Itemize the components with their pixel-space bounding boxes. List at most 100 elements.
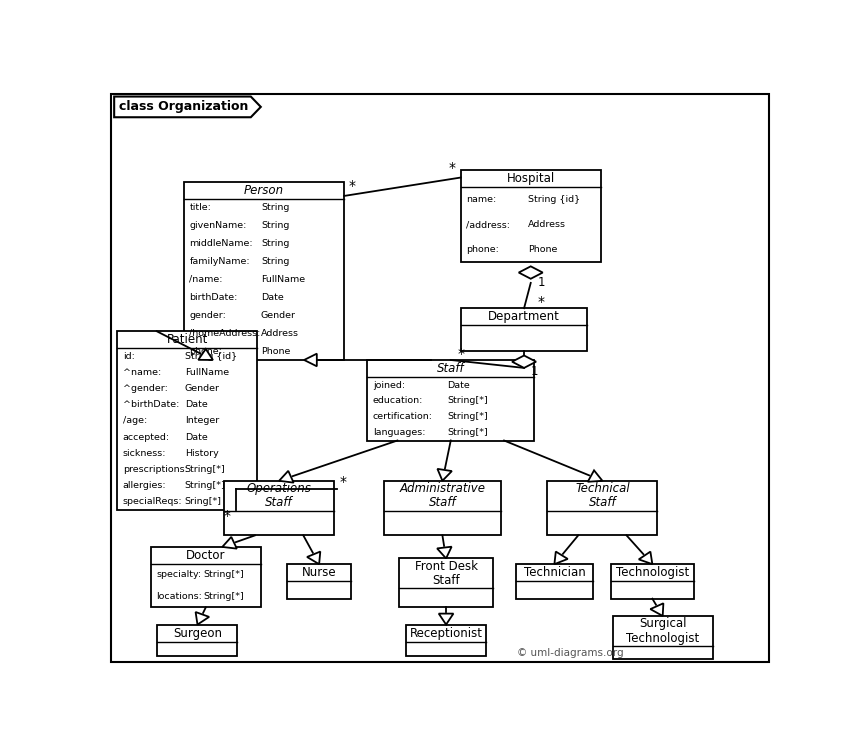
Polygon shape: [438, 469, 452, 481]
Polygon shape: [307, 551, 320, 564]
FancyBboxPatch shape: [367, 360, 534, 441]
FancyBboxPatch shape: [399, 559, 493, 607]
Text: Phone: Phone: [528, 245, 557, 254]
Text: History: History: [185, 449, 218, 458]
FancyBboxPatch shape: [150, 547, 261, 607]
FancyBboxPatch shape: [612, 616, 713, 659]
Text: phone:: phone:: [466, 245, 499, 254]
Text: birthDate:: birthDate:: [189, 293, 238, 302]
Text: Gender: Gender: [185, 384, 219, 393]
Text: String[*]: String[*]: [185, 481, 225, 490]
Text: Phone: Phone: [261, 347, 291, 356]
Polygon shape: [650, 604, 663, 616]
Text: Administrative
Staff: Administrative Staff: [399, 482, 485, 509]
Text: /address:: /address:: [466, 220, 510, 229]
Text: String[*]: String[*]: [185, 465, 225, 474]
Text: String[*]: String[*]: [447, 428, 488, 437]
Polygon shape: [195, 612, 209, 624]
Text: name:: name:: [466, 196, 496, 205]
Text: id:: id:: [123, 352, 135, 361]
Text: phone:: phone:: [189, 347, 223, 356]
FancyBboxPatch shape: [461, 309, 587, 351]
Text: prescriptions:: prescriptions:: [123, 465, 187, 474]
Text: Receptionist: Receptionist: [409, 627, 482, 639]
FancyBboxPatch shape: [111, 93, 770, 662]
Text: education:: education:: [372, 397, 423, 406]
Text: Surgical
Technologist: Surgical Technologist: [626, 617, 699, 645]
Text: Date: Date: [185, 433, 207, 441]
Text: Hospital: Hospital: [507, 173, 555, 185]
Polygon shape: [639, 551, 653, 564]
Text: Technical
Staff: Technical Staff: [575, 482, 630, 509]
Text: 1: 1: [531, 365, 538, 378]
Text: String: String: [261, 221, 289, 230]
Text: Doctor: Doctor: [186, 549, 225, 562]
Polygon shape: [555, 551, 568, 564]
Text: /age:: /age:: [123, 416, 147, 426]
Polygon shape: [114, 96, 261, 117]
Polygon shape: [519, 267, 543, 279]
FancyBboxPatch shape: [406, 624, 486, 656]
Text: String: String: [261, 203, 289, 212]
Text: /homeAddress:: /homeAddress:: [189, 329, 261, 338]
Text: certification:: certification:: [372, 412, 433, 421]
Text: languages:: languages:: [372, 428, 425, 437]
FancyBboxPatch shape: [287, 564, 351, 598]
Text: specialty:: specialty:: [157, 571, 201, 580]
Text: ^gender:: ^gender:: [123, 384, 168, 393]
Text: Surgeon: Surgeon: [173, 627, 222, 639]
FancyBboxPatch shape: [548, 481, 657, 536]
Text: Technologist: Technologist: [616, 566, 689, 580]
Text: accepted:: accepted:: [123, 433, 170, 441]
Text: *: *: [449, 161, 456, 175]
FancyBboxPatch shape: [157, 624, 237, 656]
Text: Operations
Staff: Operations Staff: [247, 482, 311, 509]
Text: *: *: [538, 295, 544, 309]
Text: sickness:: sickness:: [123, 449, 166, 458]
FancyBboxPatch shape: [118, 331, 257, 509]
Text: String[*]: String[*]: [204, 592, 244, 601]
Text: Nurse: Nurse: [302, 566, 336, 580]
Text: Department: Department: [488, 310, 560, 323]
Text: String[*]: String[*]: [204, 571, 244, 580]
FancyBboxPatch shape: [516, 564, 593, 598]
Text: String[*]: String[*]: [447, 412, 488, 421]
Text: allergies:: allergies:: [123, 481, 167, 490]
Text: FullName: FullName: [261, 275, 305, 284]
FancyBboxPatch shape: [611, 564, 694, 598]
Polygon shape: [437, 547, 452, 559]
Text: Front Desk
Staff: Front Desk Staff: [415, 560, 477, 587]
Text: specialReqs:: specialReqs:: [123, 497, 182, 506]
Text: Sring[*]: Sring[*]: [185, 497, 222, 506]
Text: Integer: Integer: [185, 416, 219, 426]
Text: title:: title:: [189, 203, 212, 212]
Text: Person: Person: [244, 184, 284, 196]
Text: *: *: [349, 179, 356, 193]
Text: Address: Address: [528, 220, 566, 229]
Polygon shape: [199, 349, 213, 360]
Text: ^name:: ^name:: [123, 368, 161, 377]
Text: Staff: Staff: [437, 362, 464, 375]
FancyBboxPatch shape: [224, 481, 334, 536]
Text: ^birthDate:: ^birthDate:: [123, 400, 179, 409]
Text: middleName:: middleName:: [189, 239, 253, 248]
Polygon shape: [512, 356, 536, 368]
FancyBboxPatch shape: [384, 481, 501, 536]
Text: joined:: joined:: [372, 381, 405, 390]
Text: Address: Address: [261, 329, 299, 338]
Text: Date: Date: [447, 381, 470, 390]
Text: Date: Date: [261, 293, 284, 302]
Text: 1: 1: [538, 276, 545, 289]
Text: FullName: FullName: [185, 368, 229, 377]
Text: Gender: Gender: [261, 311, 296, 320]
Text: class Organization: class Organization: [120, 100, 249, 114]
Polygon shape: [304, 353, 316, 366]
Text: Patient: Patient: [167, 333, 208, 347]
Polygon shape: [222, 537, 236, 548]
Text: Date: Date: [185, 400, 207, 409]
Text: © uml-diagrams.org: © uml-diagrams.org: [518, 648, 624, 658]
Text: /name:: /name:: [189, 275, 223, 284]
Text: String {id}: String {id}: [528, 196, 580, 205]
Text: gender:: gender:: [189, 311, 226, 320]
FancyBboxPatch shape: [184, 182, 344, 360]
